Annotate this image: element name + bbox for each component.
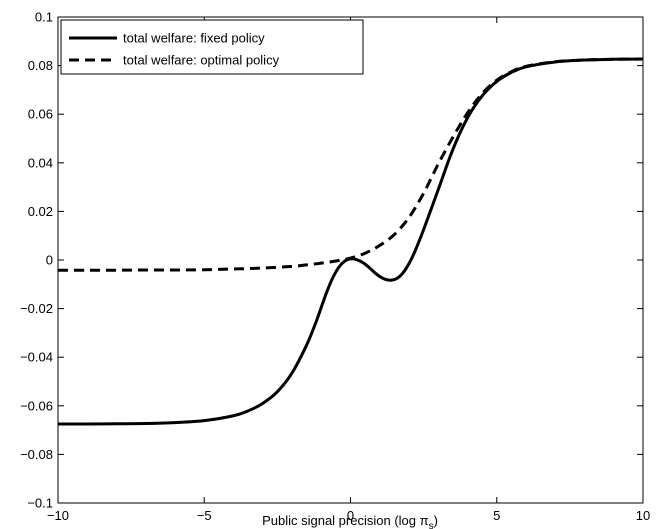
x-axis-title-main: Public signal precision (log π — [262, 513, 429, 528]
axis-ticks — [57, 16, 644, 504]
x-tick-label: 0 — [347, 508, 354, 523]
legend-label-fixed: total welfare: fixed policy — [123, 31, 265, 46]
x-axis-title-subscript: s — [429, 521, 434, 529]
x-axis-title: Public signal precision (log πs) — [262, 513, 438, 529]
y-tick-label: −0.08 — [20, 447, 53, 462]
y-tick-label: 0.06 — [28, 107, 53, 122]
y-tick-label: 0.08 — [28, 58, 53, 73]
legend-box — [60, 19, 364, 75]
y-tick-label: 0.04 — [28, 155, 53, 170]
series-line-fixed-policy — [57, 57, 644, 426]
series-line-optimal-policy — [58, 57, 644, 272]
legend: total welfare: fixed policy total welfar… — [60, 19, 364, 75]
x-axis-title-close: ) — [434, 513, 438, 528]
x-tick-label: −10 — [47, 508, 69, 523]
legend-label-optimal: total welfare: optimal policy — [123, 53, 280, 68]
y-tick-label: −0.06 — [20, 398, 53, 413]
axis-tick-labels: −10 −5 0 5 10 −0.1 −0.08 −0.06 −0.04 −0.02 0 0.02 0.… — [20, 10, 650, 524]
x-tick-label: 10 — [636, 508, 650, 523]
y-tick-label: −0.1 — [27, 496, 53, 511]
x-tick-label: −5 — [197, 508, 212, 523]
y-tick-label: 0 — [46, 253, 53, 268]
y-tick-label: −0.02 — [20, 301, 53, 316]
series-lines — [57, 57, 644, 426]
y-tick-label: 0.1 — [35, 10, 53, 25]
y-tick-label: 0.02 — [28, 204, 53, 219]
y-tick-label: −0.04 — [20, 350, 53, 365]
x-tick-label: 5 — [493, 508, 500, 523]
